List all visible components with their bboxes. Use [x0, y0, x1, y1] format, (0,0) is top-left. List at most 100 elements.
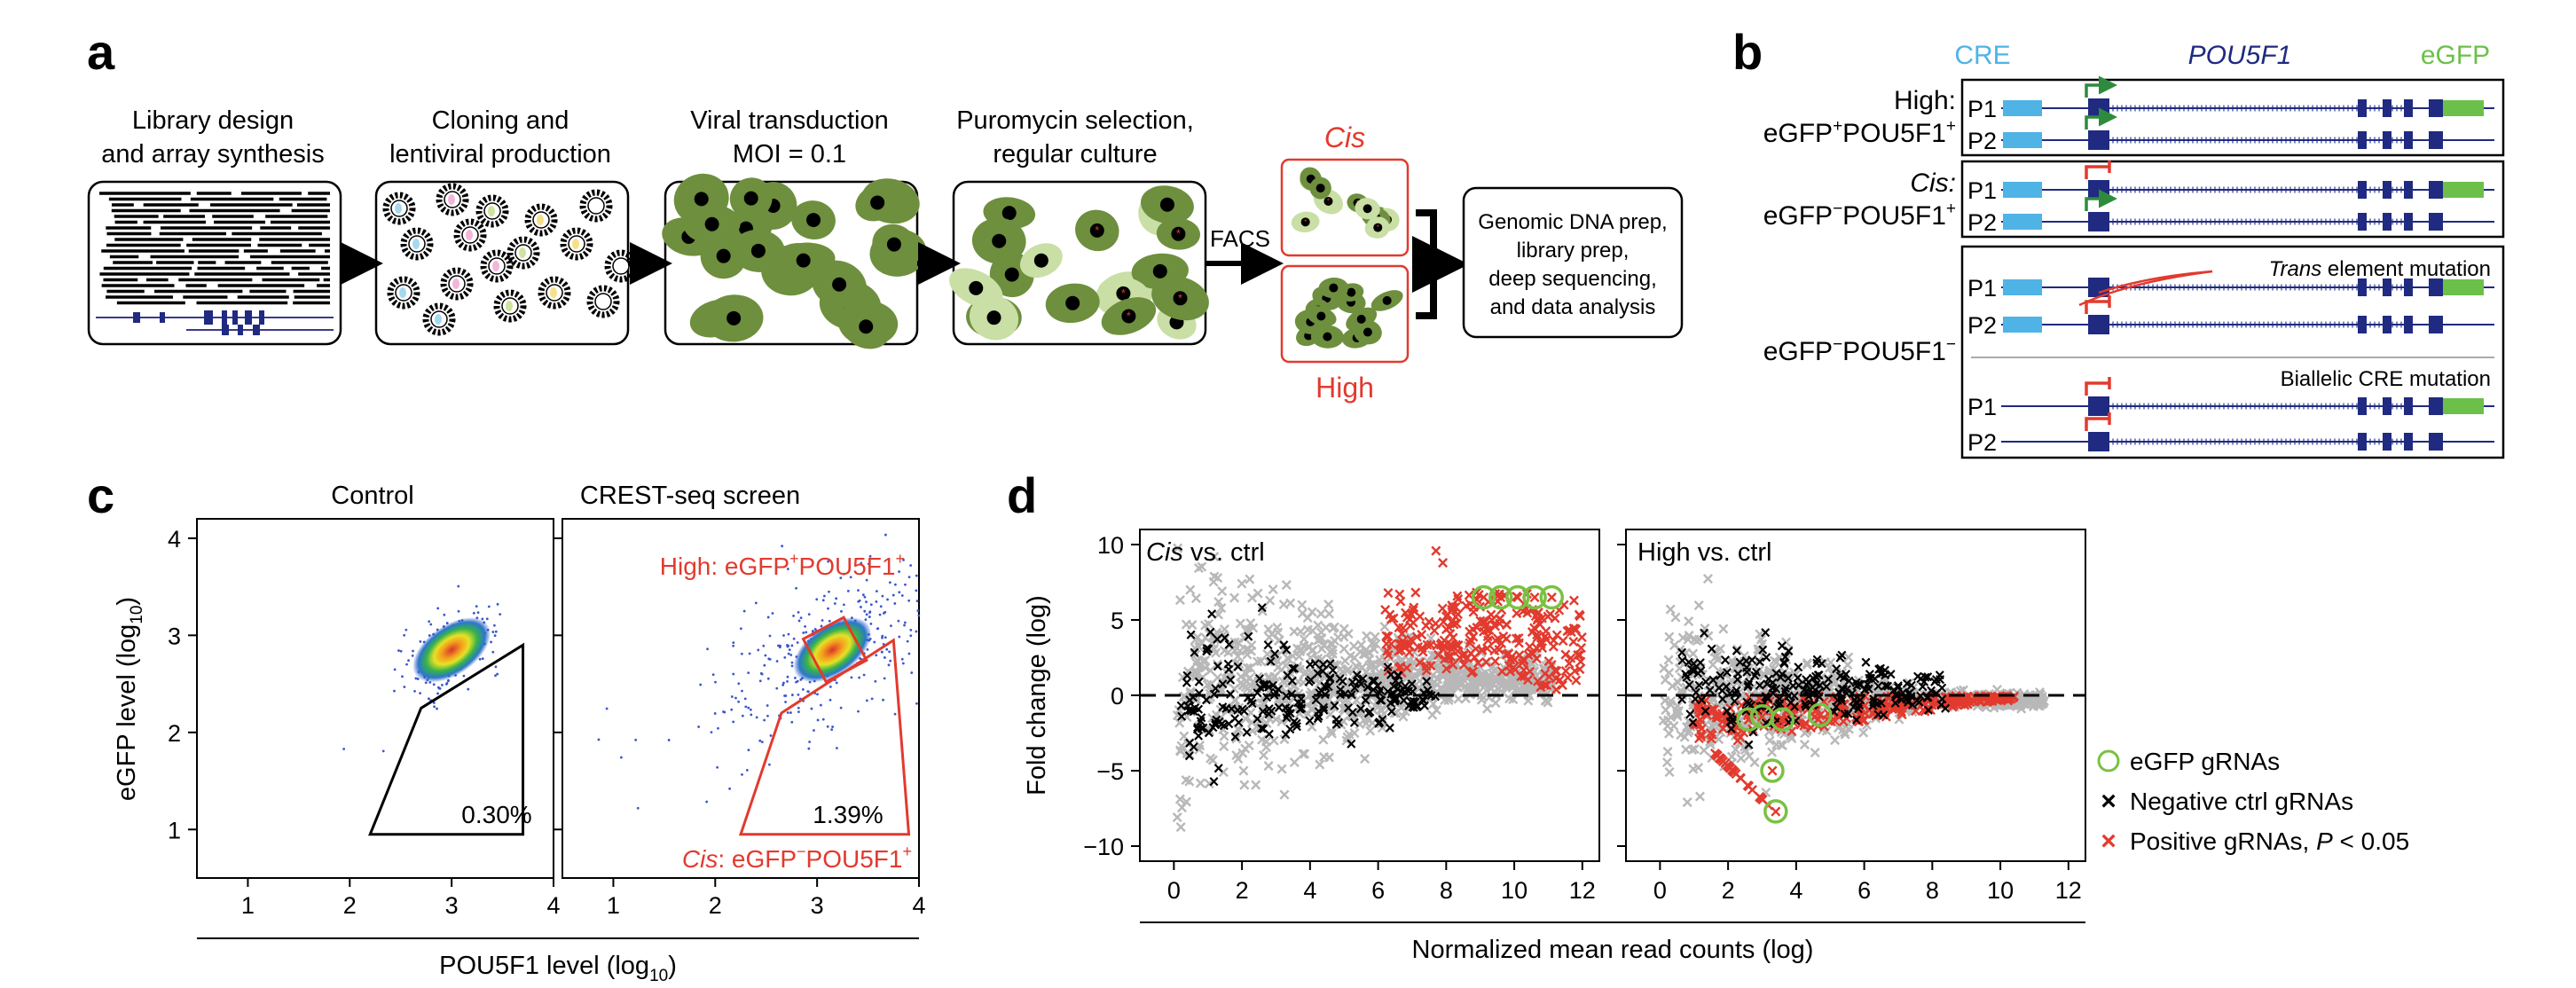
event-dot: [432, 683, 436, 686]
event-dot: [869, 622, 873, 625]
negative-ctrl-grna: ×: [1835, 648, 1846, 668]
edit-mark: *: [1327, 197, 1330, 205]
cell-nucleus: [1356, 314, 1366, 324]
event-dot: [342, 748, 346, 750]
exon-1: [2088, 130, 2109, 150]
cell-nucleus: [986, 310, 1001, 325]
cell-nucleus: [1323, 196, 1333, 206]
background-grna: ×: [1693, 594, 1705, 616]
background-grna: ×: [1425, 676, 1436, 698]
event-dot: [404, 628, 408, 631]
background-grna: ×: [1490, 668, 1502, 690]
event-dot: [875, 600, 878, 603]
high-group-box: [1960, 78, 2505, 157]
lentivirus-particle: [524, 203, 558, 237]
background-grna: ×: [1475, 642, 1487, 664]
background-grna: ×: [1313, 701, 1324, 723]
event-dot: [597, 738, 601, 741]
gene-header: POU5F1: [2188, 41, 2292, 70]
egfp-grna-x: ×: [1770, 801, 1781, 823]
negative-ctrl-grna: ×: [1707, 639, 1717, 659]
exon-last: [2429, 278, 2443, 296]
background-grna: ×: [1507, 673, 1519, 695]
event-dot: [787, 632, 790, 636]
event-dot: [880, 650, 884, 654]
background-grna: ×: [1375, 667, 1386, 689]
high-group-label-2: eGFP+POU5F1+: [1763, 117, 1956, 148]
background-grna: ×: [1215, 670, 1227, 692]
cell-nucleus: [1363, 204, 1372, 214]
egfp-grna-x: ×: [1546, 586, 1558, 608]
event-dot: [605, 707, 609, 710]
negative-ctrl-grna: ×: [1793, 669, 1803, 688]
event-dot: [831, 725, 834, 728]
cis-sort-label: Cis: [1324, 122, 1365, 153]
lentivirus-particle: [436, 183, 469, 216]
background-grna: ×: [1401, 668, 1412, 690]
positive-grna: ×: [1568, 617, 1580, 639]
egfp-grna-x: ×: [1512, 586, 1523, 608]
background-grna: ×: [1428, 670, 1440, 693]
background-grna: ×: [1280, 696, 1292, 718]
background-grna: ×: [1234, 654, 1245, 676]
background-grna: ×: [1362, 706, 1373, 728]
event-dot: [903, 621, 907, 624]
background-grna: ×: [1663, 625, 1675, 647]
lentivirus-core: [587, 197, 605, 215]
negative-ctrl-grna: ×: [1919, 672, 1929, 692]
background-grna: ×: [1450, 664, 1462, 686]
background-grna: ×: [1181, 790, 1192, 812]
event-dot: [829, 685, 832, 688]
negative-ctrl-grna: ×: [1690, 690, 1700, 710]
background-grna: ×: [1426, 644, 1438, 666]
background-grna: ×: [1339, 626, 1350, 648]
background-grna: ×: [1541, 655, 1552, 677]
event-dot: [496, 602, 499, 606]
background-grna: ×: [1429, 644, 1441, 666]
event-dot: [860, 561, 863, 565]
background-grna: ×: [1384, 697, 1395, 719]
background-grna: ×: [1426, 704, 1438, 726]
background-grna: ×: [1400, 657, 1411, 679]
cis-group-label-1: Cis:: [1910, 169, 1956, 198]
lentivirus-cargo: [488, 206, 495, 216]
cell-nucleus: [1382, 295, 1392, 305]
exon: [2383, 433, 2391, 451]
exon: [2404, 181, 2413, 199]
event-dot: [789, 654, 793, 656]
lentivirus-particle: [382, 192, 416, 225]
event-dot: [762, 644, 766, 647]
positive-grna: ×: [1991, 689, 2003, 711]
event-dot: [863, 595, 867, 599]
background-grna: ×: [1367, 698, 1378, 720]
background-grna: ×: [1509, 668, 1520, 690]
positive-grna: ×: [1465, 642, 1477, 664]
background-grna: ×: [1520, 654, 1531, 676]
event-dot: [711, 673, 715, 677]
background-grna: ×: [1449, 653, 1460, 675]
background-grna: ×: [1244, 668, 1255, 690]
background-grna: ×: [1694, 786, 1706, 808]
cis-gate-annotation: Cis: eGFP−POU5F1+: [682, 843, 912, 873]
event-dot: [904, 583, 907, 586]
negative-ctrl-grna: ×: [1230, 728, 1241, 748]
event-dot: [891, 593, 895, 597]
exon: [2358, 397, 2367, 415]
tss-active-arrow: [2085, 75, 2117, 98]
background-grna: ×: [1339, 700, 1350, 722]
background-grna: ×: [1280, 683, 1292, 705]
background-grna: ×: [1465, 677, 1476, 699]
event-dot: [870, 697, 874, 701]
event-dot: [436, 692, 439, 695]
event-dot: [797, 693, 800, 696]
background-grna: ×: [1507, 688, 1519, 710]
event-dot: [868, 616, 871, 618]
exon-last: [2429, 99, 2443, 117]
background-grna: ×: [1682, 791, 1693, 813]
event-dot: [716, 765, 719, 769]
background-grna: ×: [1225, 662, 1237, 684]
background-grna: ×: [1194, 734, 1206, 757]
allele-label: P1: [1967, 96, 1997, 122]
background-grna: ×: [1380, 695, 1392, 717]
background-grna: ×: [1442, 660, 1454, 682]
